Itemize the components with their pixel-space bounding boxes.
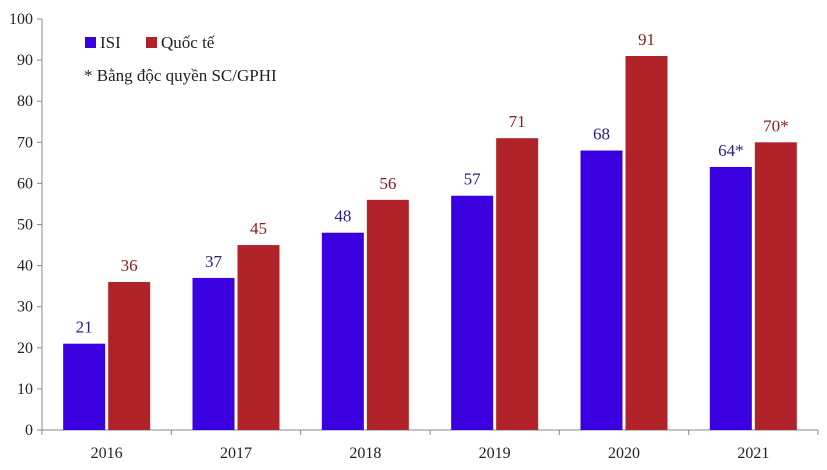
chart-note: * Bằng độc quyền SC/GPHI	[84, 66, 277, 85]
data-label-isi: 68	[593, 125, 610, 144]
legend: ISI Quốc tế * Bằng độc quyền SC/GPHI	[84, 33, 277, 85]
x-tick-label: 2021	[737, 445, 769, 462]
data-label-isi: 57	[464, 170, 482, 189]
data-label-quoc-te: 36	[121, 256, 138, 275]
x-tick-label: 2020	[608, 445, 640, 462]
data-label-isi: 64*	[718, 141, 744, 160]
data-label-quoc-te: 56	[379, 174, 396, 193]
bar-quoc-te	[108, 282, 151, 430]
data-labels: 21 36 37 45 48 56 57 71 68 91 64* 70*	[76, 30, 789, 337]
legend-label-quoc-te: Quốc tế	[161, 33, 215, 52]
y-tick-label: 90	[17, 52, 33, 69]
y-ticks: 0 10 20 30 40 50 60 70 80 90 100	[9, 11, 42, 439]
x-tick-label: 2019	[479, 445, 511, 462]
legend-swatch-quoc-te	[146, 37, 157, 48]
bar-isi	[63, 343, 106, 430]
data-label-quoc-te: 70*	[763, 116, 789, 135]
x-ticks: 2016 2017 2018 2019 2020 2021	[41, 430, 769, 462]
x-tick-label: 2017	[220, 445, 252, 462]
y-tick-label: 10	[17, 381, 33, 398]
bar-isi	[321, 232, 364, 430]
bar-quoc-te	[237, 245, 280, 430]
bar-quoc-te	[625, 55, 668, 431]
bar-quoc-te	[754, 142, 797, 431]
y-tick-label: 20	[17, 340, 33, 357]
data-label-quoc-te: 71	[509, 112, 526, 131]
y-tick-label: 100	[9, 11, 33, 28]
bar-quoc-te	[366, 199, 409, 430]
data-label-quoc-te: 91	[638, 30, 655, 49]
legend-label-isi: ISI	[100, 33, 121, 52]
legend-swatch-isi	[85, 37, 96, 48]
y-tick-label: 70	[17, 134, 33, 151]
bar-isi	[192, 277, 235, 430]
x-tick-label: 2016	[91, 445, 123, 462]
data-label-isi: 37	[205, 252, 223, 271]
y-tick-label: 60	[17, 175, 33, 192]
x-tick-label: 2018	[349, 445, 381, 462]
bar-quoc-te	[496, 138, 539, 430]
data-label-isi: 48	[334, 207, 351, 226]
y-tick-label: 30	[17, 299, 33, 316]
bars	[63, 55, 797, 431]
y-tick-label: 80	[17, 93, 33, 110]
bar-isi	[580, 150, 623, 430]
y-tick-label: 50	[17, 217, 33, 234]
data-label-quoc-te: 45	[250, 219, 267, 238]
data-label-isi: 21	[76, 318, 93, 337]
bar-isi	[451, 195, 494, 430]
bar-isi	[709, 166, 752, 430]
y-tick-label: 0	[25, 422, 33, 439]
y-tick-label: 40	[17, 258, 33, 275]
